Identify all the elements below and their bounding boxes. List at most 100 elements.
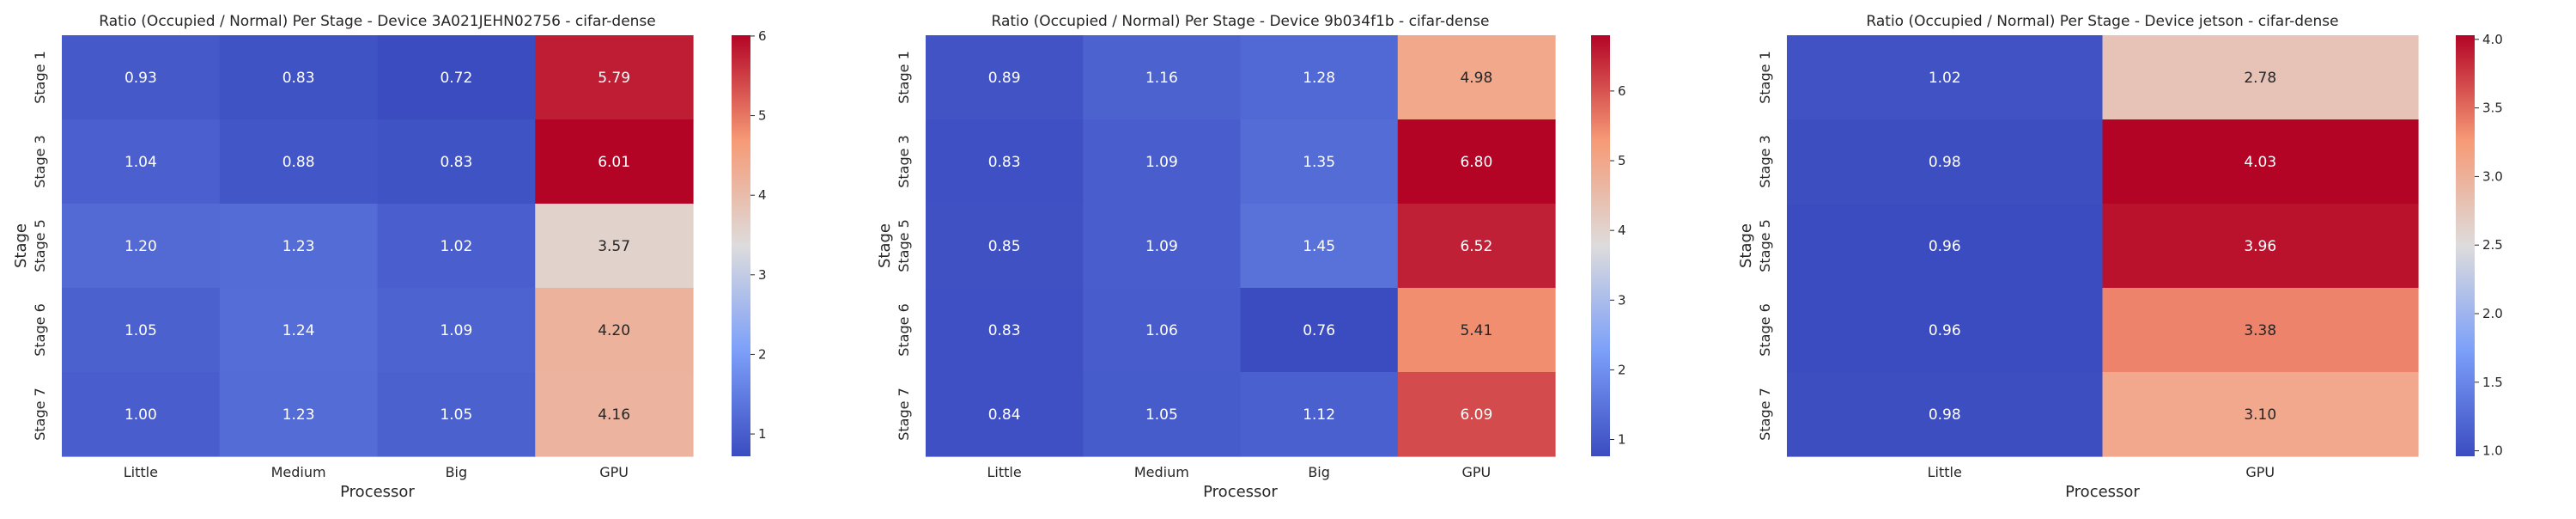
y-tick-label: Stage 7 [896, 388, 912, 441]
y-tick-label: Stage 7 [32, 388, 48, 441]
colorbar-tick-label: 2 [758, 346, 767, 362]
cell-value-label: 0.83 [988, 154, 1021, 171]
heatmap-cell [2102, 119, 2419, 205]
heatmap-cell [1083, 288, 1242, 373]
cell-value-label: 3.10 [2244, 406, 2276, 424]
heatmap-cell [219, 35, 379, 120]
heatmap-cell [2102, 35, 2419, 120]
colorbar-tick-label: 1.0 [2482, 443, 2503, 459]
panel-title: Ratio (Occupied / Normal) Per Stage - De… [99, 13, 656, 30]
colorbar [732, 35, 750, 456]
heatmap-cell [377, 204, 536, 289]
y-tick-label: Stage 7 [1757, 388, 1773, 441]
heatmap-cell [535, 372, 694, 457]
cell-value-label: 0.96 [1929, 238, 1961, 255]
colorbar-tick-label: 4.0 [2482, 32, 2503, 47]
heatmap-cell [1787, 204, 2104, 289]
cell-value-label: 4.98 [1460, 70, 1492, 87]
y-tick-label: Stage 6 [32, 303, 48, 357]
cell-value-label: 0.83 [440, 154, 472, 171]
colorbar-tick-label: 1 [1618, 432, 1626, 448]
colorbar-tick-label: 5 [1618, 153, 1626, 168]
heatmap-cell [535, 204, 694, 289]
x-tick-label: Medium [271, 464, 326, 480]
heatmap-cell [377, 35, 536, 120]
cell-value-label: 6.80 [1460, 154, 1492, 171]
colorbar-tick-label: 3.5 [2482, 101, 2503, 116]
cell-value-label: 1.05 [1145, 406, 1178, 424]
y-axis-label: Stage [1737, 223, 1755, 268]
colorbar-tick-label: 4 [758, 187, 767, 203]
cell-value-label: 0.83 [988, 322, 1021, 339]
heatmap-cell [926, 204, 1084, 289]
colorbar-tick-label: 6 [758, 28, 767, 44]
heatmap-cell [1083, 35, 1242, 120]
colorbar-tick-label: 3.0 [2482, 168, 2503, 184]
y-tick-label: Stage 5 [896, 219, 912, 272]
cell-value-label: 6.09 [1460, 406, 1492, 424]
heatmap-cell [1397, 204, 1556, 289]
heatmap-cell [62, 288, 221, 373]
cell-value-label: 2.78 [2244, 70, 2276, 87]
colorbar-tick-label: 2.0 [2482, 306, 2503, 321]
heatmap-cell [1787, 119, 2104, 205]
cell-value-label: 1.23 [283, 238, 315, 255]
cell-value-label: 1.05 [440, 406, 472, 424]
cell-value-label: 0.96 [1929, 322, 1961, 339]
heatmap-cell [62, 35, 221, 120]
cell-value-label: 1.05 [125, 322, 157, 339]
heatmap-cell [1083, 372, 1242, 457]
x-tick-label: Little [124, 464, 158, 480]
x-axis-label: Processor [1203, 483, 1278, 501]
colorbar-tick-label: 1 [758, 426, 767, 442]
heatmap-cell [2102, 204, 2419, 289]
heatmap-cell [1083, 204, 1242, 289]
y-tick-label: Stage 6 [896, 303, 912, 357]
colorbar-tick-label: 3 [1618, 292, 1626, 308]
heatmap-cell [1787, 288, 2104, 373]
cell-value-label: 1.02 [1929, 70, 1961, 87]
heatmap-cell [219, 119, 379, 205]
heatmap-cell [1787, 35, 2104, 120]
cell-value-label: 0.76 [1303, 322, 1335, 339]
cell-value-label: 0.98 [1929, 154, 1961, 171]
cell-value-label: 1.04 [125, 154, 157, 171]
heatmap-cell [1397, 288, 1556, 373]
y-tick-label: Stage 5 [1757, 219, 1773, 272]
x-tick-label: Little [987, 464, 1022, 480]
heatmap-cell [535, 35, 694, 120]
heatmap-cell [62, 119, 221, 205]
panel-title: Ratio (Occupied / Normal) Per Stage - De… [1866, 13, 2338, 30]
colorbar [2456, 35, 2475, 456]
cell-value-label: 4.16 [598, 406, 630, 424]
colorbar-tick-label: 5 [758, 108, 767, 124]
x-tick-label: Big [446, 464, 468, 480]
cell-value-label: 0.89 [988, 70, 1021, 87]
x-tick-label: GPU [2245, 464, 2275, 480]
cell-value-label: 1.02 [440, 238, 472, 255]
y-tick-label: Stage 6 [1757, 303, 1773, 357]
cell-value-label: 3.38 [2244, 322, 2276, 339]
cell-value-label: 1.20 [125, 238, 157, 255]
heatmap-cell [1240, 288, 1399, 373]
cell-value-label: 0.72 [440, 70, 472, 87]
heatmap-cell [1397, 119, 1556, 205]
cell-value-label: 0.85 [988, 238, 1021, 255]
heatmap-cell [1397, 35, 1556, 120]
cell-value-label: 0.88 [283, 154, 315, 171]
x-tick-label: Little [1928, 464, 1962, 480]
heatmap-cell [2102, 288, 2419, 373]
cell-value-label: 1.16 [1145, 70, 1178, 87]
y-tick-label: Stage 1 [1757, 51, 1773, 104]
cell-value-label: 1.12 [1303, 406, 1335, 424]
heatmap-panel-3: Ratio (Occupied / Normal) Per Stage - De… [1737, 13, 2503, 501]
heatmap-cell [535, 288, 694, 373]
cell-value-label: 1.45 [1303, 238, 1335, 255]
cell-value-label: 3.96 [2244, 238, 2276, 255]
cell-value-label: 1.09 [1145, 238, 1178, 255]
y-tick-label: Stage 3 [896, 135, 912, 188]
heatmap-cell [1083, 119, 1242, 205]
cell-value-label: 0.83 [283, 70, 315, 87]
y-tick-label: Stage 1 [32, 51, 48, 104]
